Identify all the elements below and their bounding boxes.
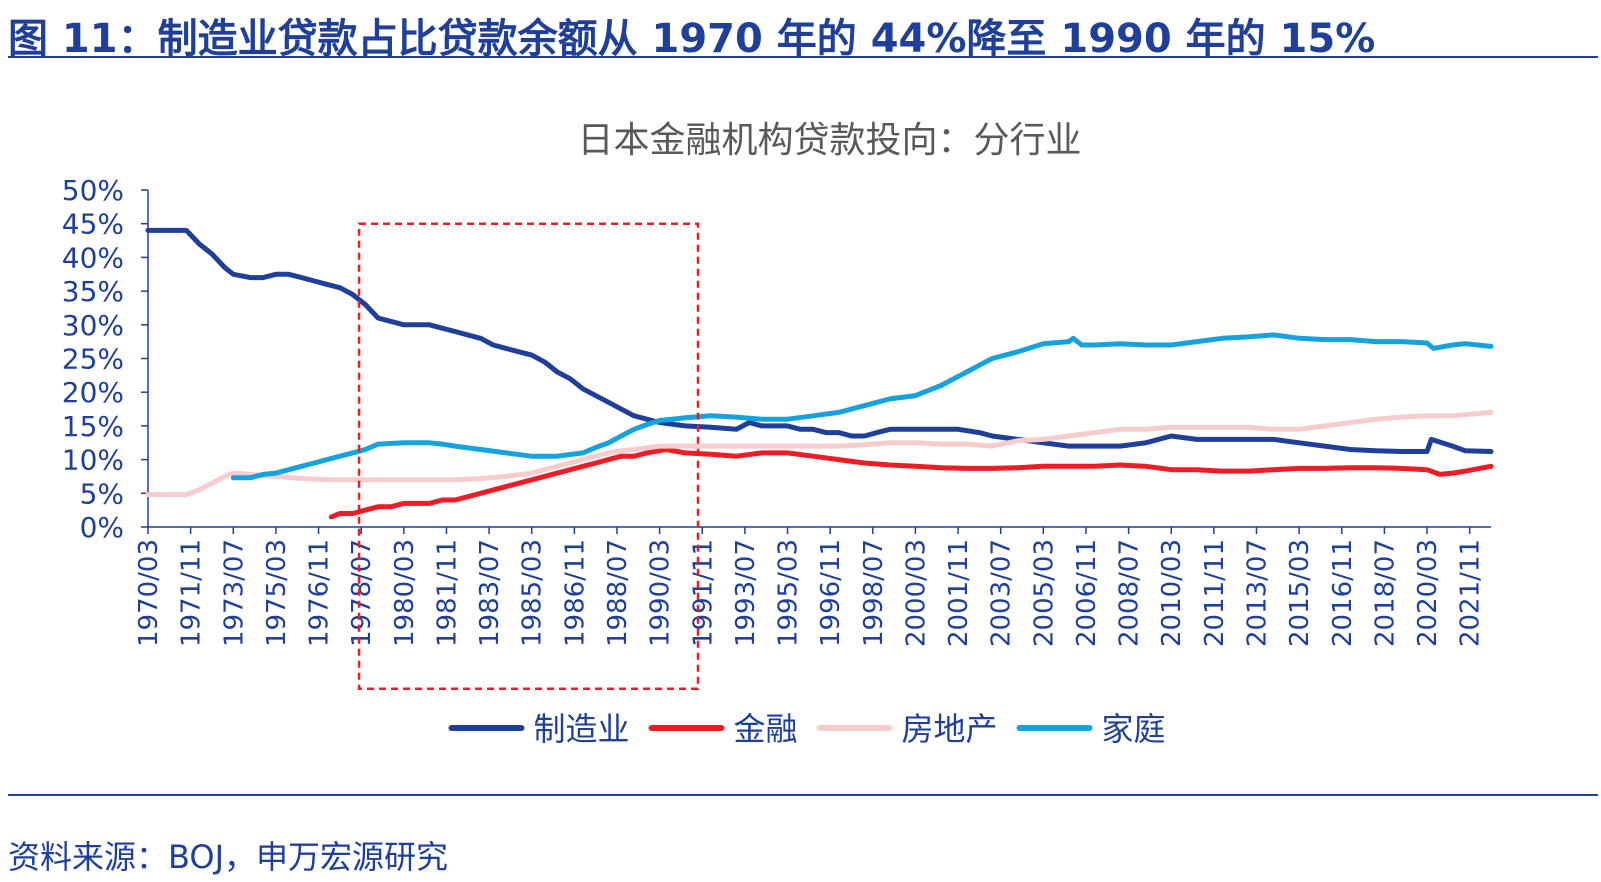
x-tick-label: 1980/03 [390,539,420,647]
x-tick-label: 1971/11 [177,539,207,647]
chart-title: 日本金融机构贷款投向：分行业 [577,120,1081,161]
x-tick-label: 1995/03 [774,539,804,647]
x-tick-label: 1983/07 [475,539,505,647]
series-line-1 [328,447,1494,520]
x-tick-label: 1996/11 [816,539,846,647]
x-tick-label: 2008/07 [1115,539,1145,647]
x-tick-label: 2018/07 [1370,539,1400,647]
legend-label-2: 房地产 [902,710,998,748]
x-tick-label: 2006/11 [1072,539,1102,647]
x-tick-label: 2005/03 [1029,539,1059,647]
x-tick-label: 2001/11 [944,539,974,647]
x-tick-label: 2015/03 [1285,539,1315,647]
x-tick-label: 2003/07 [987,539,1017,647]
legend-label-1: 金融 [734,710,798,748]
y-tick-label: 40% [62,241,124,274]
x-tick-label: 1998/07 [859,539,889,647]
y-tick-label: 10% [62,444,124,477]
x-tick-label: 1976/11 [305,539,335,647]
x-tick-label: 2016/11 [1328,539,1358,647]
x-tick-label: 2010/03 [1157,539,1187,647]
series-line-2 [145,409,1494,498]
x-tick-label: 1975/03 [262,539,292,647]
y-tick-label: 0% [80,511,124,544]
source-divider [8,794,1598,796]
y-tick-label: 15% [62,410,124,443]
y-tick-label: 50% [62,174,124,207]
x-tick-label: 1981/11 [432,539,462,647]
x-tick-label: 1986/11 [560,539,590,647]
x-tick-label: 1978/07 [347,539,377,647]
x-tick-label: 2013/07 [1243,539,1273,647]
x-tick-label: 1970/03 [134,539,164,647]
y-tick-label: 25% [62,343,124,376]
figure-source: 资料来源：BOJ，申万宏源研究 [8,838,449,876]
legend-label-3: 家庭 [1102,710,1166,748]
x-tick-label: 1990/03 [646,539,676,647]
figure-title: 图 11：制造业贷款占比贷款余额从 1970 年的 44%降至 1990 年的 … [8,16,1376,62]
x-tick-label: 1985/03 [518,539,548,647]
y-tick-label: 20% [62,376,124,409]
y-tick-label: 30% [62,309,124,342]
x-tick-label: 2021/11 [1456,539,1486,647]
highlight-box [357,222,700,691]
legend-label-0: 制造业 [534,710,630,748]
x-tick-label: 1991/11 [688,539,718,647]
series-line-0 [145,227,1494,454]
x-tick-label: 1973/07 [219,539,249,647]
x-tick-label: 1988/07 [603,539,633,647]
chart-area: 日本金融机构贷款投向：分行业 0%5%10%15%20%25%30%35%40%4… [62,120,1494,748]
y-tick-label: 35% [62,275,124,308]
y-tick-label: 45% [62,208,124,241]
title-divider [8,56,1598,58]
series-line-3 [230,332,1494,481]
x-tick-label: 2000/03 [901,539,931,647]
x-tick-label: 2011/11 [1200,539,1230,647]
x-tick-label: 1993/07 [731,539,761,647]
y-tick-label: 5% [80,477,124,510]
x-tick-label: 2020/03 [1413,539,1443,647]
